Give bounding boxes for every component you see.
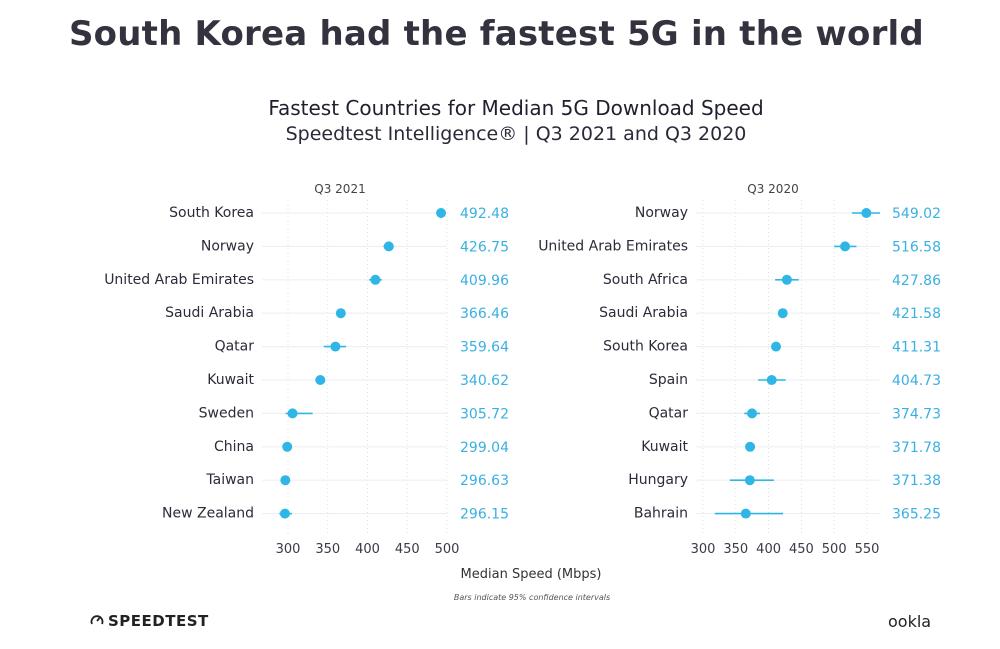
country-label: Taiwan xyxy=(205,472,254,488)
value-label: 409.96 xyxy=(460,273,509,289)
x-tick-label: 350 xyxy=(315,542,340,557)
value-label: 365.25 xyxy=(892,507,941,523)
value-label: 296.63 xyxy=(460,473,509,489)
speedtest-logo: SPEEDTEST xyxy=(90,612,209,630)
data-point xyxy=(330,341,341,352)
panel-title: Q3 2020 xyxy=(747,182,798,196)
country-label: Spain xyxy=(649,372,688,388)
country-label: Qatar xyxy=(649,405,689,421)
data-point xyxy=(861,208,872,218)
country-label: New Zealand xyxy=(162,506,254,522)
gauge-icon xyxy=(90,612,104,630)
data-point xyxy=(781,274,792,285)
x-tick-label: 350 xyxy=(723,542,748,557)
data-point xyxy=(383,241,394,252)
x-tick-label: 300 xyxy=(691,542,716,557)
data-point xyxy=(436,208,447,218)
x-tick-label: 400 xyxy=(756,542,781,557)
data-point xyxy=(766,375,777,385)
value-label: 421.58 xyxy=(892,306,941,322)
value-label: 299.04 xyxy=(460,440,509,456)
country-label: Sweden xyxy=(199,405,254,421)
data-point xyxy=(315,375,326,385)
footnote: Bars indicate 95% confidence intervals xyxy=(453,593,611,602)
value-label: 516.58 xyxy=(892,239,941,255)
value-label: 371.38 xyxy=(892,473,941,489)
value-label: 374.73 xyxy=(892,406,941,422)
country-label: Norway xyxy=(635,205,688,221)
data-point xyxy=(771,341,782,352)
value-label: 404.73 xyxy=(892,373,941,389)
country-label: Kuwait xyxy=(641,439,688,455)
country-label: South Africa xyxy=(603,272,688,288)
value-label: 549.02 xyxy=(892,206,941,222)
value-label: 426.75 xyxy=(460,239,509,255)
value-label: 305.72 xyxy=(460,406,509,422)
country-label: United Arab Emirates xyxy=(104,272,254,288)
value-label: 411.31 xyxy=(892,340,941,356)
speedtest-logo-text: SPEEDTEST xyxy=(108,612,209,630)
value-label: 371.78 xyxy=(892,440,941,456)
x-tick-label: 450 xyxy=(395,542,420,557)
value-label: 296.15 xyxy=(460,507,509,523)
country-label: Norway xyxy=(201,238,254,254)
data-point xyxy=(745,441,756,452)
country-label: South Korea xyxy=(169,205,254,221)
data-point xyxy=(744,475,755,486)
ookla-logo: ookla xyxy=(888,612,932,631)
country-label: Qatar xyxy=(215,339,255,355)
panel-title: Q3 2021 xyxy=(314,182,365,196)
x-tick-label: 400 xyxy=(355,542,380,557)
country-label: Bahrain xyxy=(634,506,688,522)
data-point xyxy=(280,475,291,486)
country-label: South Korea xyxy=(603,339,688,355)
country-label: Kuwait xyxy=(207,372,254,388)
x-tick-label: 550 xyxy=(855,542,880,557)
data-point xyxy=(777,308,788,319)
data-point xyxy=(840,241,851,252)
data-point xyxy=(747,408,758,419)
country-label: Hungary xyxy=(628,472,688,488)
value-label: 427.86 xyxy=(892,273,941,289)
country-label: United Arab Emirates xyxy=(538,238,688,254)
country-label: Saudi Arabia xyxy=(599,305,688,321)
value-label: 359.64 xyxy=(460,340,509,356)
x-tick-label: 500 xyxy=(822,542,847,557)
data-point xyxy=(740,508,751,519)
country-label: China xyxy=(214,439,254,455)
x-tick-label: 300 xyxy=(276,542,301,557)
x-axis-label: Median Speed (Mbps) xyxy=(461,567,602,582)
value-label: 366.46 xyxy=(460,306,509,322)
value-label: 340.62 xyxy=(460,373,509,389)
chart-subtitle: Speedtest Intelligence® | Q3 2021 and Q3… xyxy=(285,123,747,145)
country-label: Saudi Arabia xyxy=(165,305,254,321)
x-tick-label: 450 xyxy=(789,542,814,557)
page-headline: South Korea had the fastest 5G in the wo… xyxy=(69,14,924,54)
data-point xyxy=(335,308,346,319)
value-label: 492.48 xyxy=(460,206,509,222)
data-point xyxy=(279,508,290,519)
chart-title: Fastest Countries for Median 5G Download… xyxy=(268,96,764,120)
data-point xyxy=(282,441,293,452)
data-point xyxy=(370,274,381,285)
x-tick-label: 500 xyxy=(435,542,460,557)
data-point xyxy=(287,408,298,419)
